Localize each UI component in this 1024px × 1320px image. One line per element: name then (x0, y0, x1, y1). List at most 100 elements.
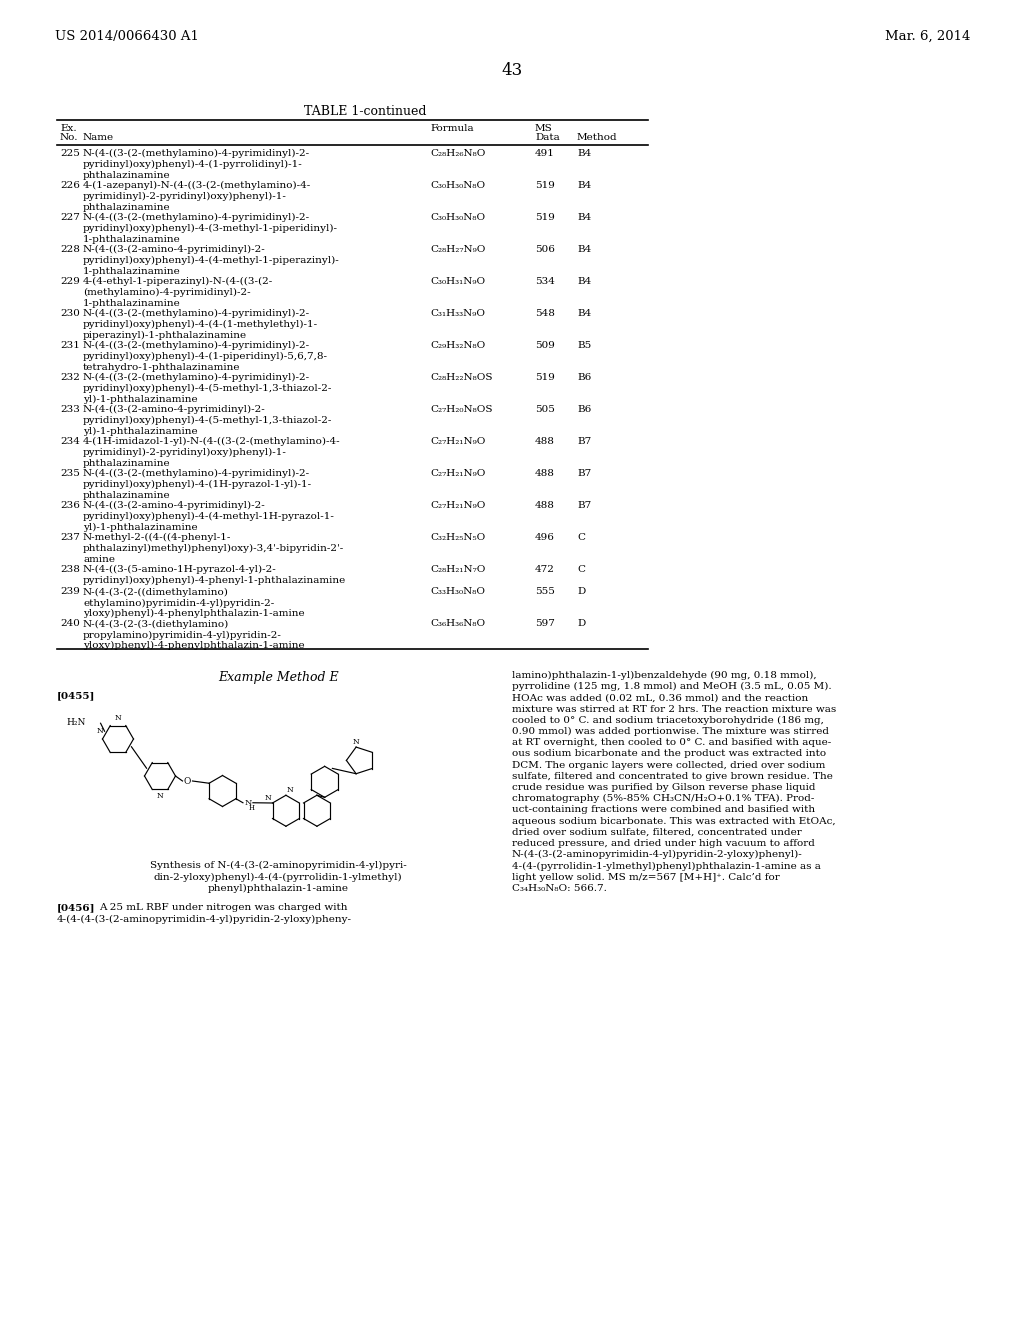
Text: 239: 239 (60, 587, 80, 597)
Text: C₃₁H₃₃N₉O: C₃₁H₃₃N₉O (430, 309, 485, 318)
Text: reduced pressure, and dried under high vacuum to afford: reduced pressure, and dried under high v… (512, 840, 815, 847)
Text: B4: B4 (577, 181, 591, 190)
Text: B5: B5 (577, 341, 591, 350)
Text: Synthesis of N-(4-(3-(2-aminopyrimidin-4-yl)pyri-: Synthesis of N-(4-(3-(2-aminopyrimidin-4… (150, 861, 407, 870)
Text: O: O (184, 776, 191, 785)
Text: B6: B6 (577, 374, 591, 381)
Text: No.: No. (60, 133, 79, 143)
Text: Mar. 6, 2014: Mar. 6, 2014 (885, 30, 970, 44)
Text: HOAc was added (0.02 mL, 0.36 mmol) and the reaction: HOAc was added (0.02 mL, 0.36 mmol) and … (512, 693, 808, 702)
Text: C₂₈H₂₁N₇O: C₂₈H₂₁N₇O (430, 565, 485, 574)
Text: B7: B7 (577, 437, 591, 446)
Text: aqueous sodium bicarbonate. This was extracted with EtOAc,: aqueous sodium bicarbonate. This was ext… (512, 817, 836, 825)
Text: dried over sodium sulfate, filtered, concentrated under: dried over sodium sulfate, filtered, con… (512, 828, 802, 837)
Text: 519: 519 (535, 374, 555, 381)
Text: B7: B7 (577, 469, 591, 478)
Text: [0456]: [0456] (57, 903, 95, 912)
Text: Formula: Formula (430, 124, 474, 133)
Text: C₂₇H₂₀N₈OS: C₂₇H₂₀N₈OS (430, 405, 493, 414)
Text: B4: B4 (577, 309, 591, 318)
Text: 235: 235 (60, 469, 80, 478)
Text: 234: 234 (60, 437, 80, 446)
Text: C: C (577, 533, 585, 543)
Text: C₂₇H₂₁N₉O: C₂₇H₂₁N₉O (430, 437, 485, 446)
Text: C: C (577, 565, 585, 574)
Text: 519: 519 (535, 213, 555, 222)
Text: N: N (352, 738, 359, 746)
Text: 4-(1H-imidazol-1-yl)-N-(4-((3-(2-(methylamino)-4-
pyrimidinyl)-2-pyridinyl)oxy)p: 4-(1H-imidazol-1-yl)-N-(4-((3-(2-(methyl… (83, 437, 341, 467)
Text: N-(4-((3-(2-(methylamino)-4-pyrimidinyl)-2-
pyridinyl)oxy)phenyl)-4-(5-methyl-1,: N-(4-((3-(2-(methylamino)-4-pyrimidinyl)… (83, 374, 333, 404)
Text: Example Method E: Example Method E (218, 671, 338, 684)
Text: 488: 488 (535, 469, 555, 478)
Text: C₂₇H₂₁N₉O: C₂₇H₂₁N₉O (430, 502, 485, 510)
Text: US 2014/0066430 A1: US 2014/0066430 A1 (55, 30, 199, 44)
Text: 548: 548 (535, 309, 555, 318)
Text: N: N (287, 787, 294, 795)
Text: H₂N: H₂N (67, 718, 86, 727)
Text: C₂₉H₃₂N₈O: C₂₉H₃₂N₈O (430, 341, 485, 350)
Text: Name: Name (83, 133, 114, 143)
Text: 4-(4-(pyrrolidin-1-ylmethyl)phenyl)phthalazin-1-amine as a: 4-(4-(pyrrolidin-1-ylmethyl)phenyl)phtha… (512, 862, 821, 870)
Text: A 25 mL RBF under nitrogen was charged with: A 25 mL RBF under nitrogen was charged w… (99, 903, 347, 912)
Text: N: N (115, 714, 122, 722)
Text: sulfate, filtered and concentrated to give brown residue. The: sulfate, filtered and concentrated to gi… (512, 772, 833, 781)
Text: chromatography (5%-85% CH₃CN/H₂O+0.1% TFA). Prod-: chromatography (5%-85% CH₃CN/H₂O+0.1% TF… (512, 795, 814, 804)
Text: 233: 233 (60, 405, 80, 414)
Text: Ex.: Ex. (60, 124, 77, 133)
Text: C₃₀H₃₀N₈O: C₃₀H₃₀N₈O (430, 181, 485, 190)
Text: 231: 231 (60, 341, 80, 350)
Text: uct-containing fractions were combined and basified with: uct-containing fractions were combined a… (512, 805, 815, 814)
Text: Method: Method (577, 133, 617, 143)
Text: N-(4-(3-(2-((dimethylamino)
ethylamino)pyrimidin-4-yl)pyridin-2-
yloxy)phenyl)-4: N-(4-(3-(2-((dimethylamino) ethylamino)p… (83, 587, 304, 619)
Text: 225: 225 (60, 149, 80, 158)
Text: B4: B4 (577, 213, 591, 222)
Text: 43: 43 (502, 62, 522, 79)
Text: H: H (249, 804, 255, 812)
Text: 4-(4-(4-(3-(2-aminopyrimidin-4-yl)pyridin-2-yloxy)pheny-: 4-(4-(4-(3-(2-aminopyrimidin-4-yl)pyridi… (57, 915, 352, 924)
Text: B4: B4 (577, 277, 591, 286)
Text: 230: 230 (60, 309, 80, 318)
Text: 488: 488 (535, 437, 555, 446)
Text: 4-(4-ethyl-1-piperazinyl)-N-(4-((3-(2-
(methylamino)-4-pyrimidinyl)-2-
1-phthala: 4-(4-ethyl-1-piperazinyl)-N-(4-((3-(2- (… (83, 277, 273, 308)
Text: C₂₇H₂₁N₉O: C₂₇H₂₁N₉O (430, 469, 485, 478)
Text: MS: MS (535, 124, 553, 133)
Text: N-(4-((3-(5-amino-1H-pyrazol-4-yl)-2-
pyridinyl)oxy)phenyl)-4-phenyl-1-phthalazi: N-(4-((3-(5-amino-1H-pyrazol-4-yl)-2- py… (83, 565, 346, 585)
Text: N-(4-((3-(2-(methylamino)-4-pyrimidinyl)-2-
pyridinyl)oxy)phenyl)-4-(4-(1-methyl: N-(4-((3-(2-(methylamino)-4-pyrimidinyl)… (83, 309, 318, 341)
Text: DCM. The organic layers were collected, dried over sodium: DCM. The organic layers were collected, … (512, 760, 825, 770)
Text: 496: 496 (535, 533, 555, 543)
Text: TABLE 1-continued: TABLE 1-continued (304, 106, 426, 117)
Text: din-2-yloxy)phenyl)-4-(4-(pyrrolidin-1-ylmethyl): din-2-yloxy)phenyl)-4-(4-(pyrrolidin-1-y… (154, 873, 402, 882)
Text: 240: 240 (60, 619, 80, 628)
Text: B6: B6 (577, 405, 591, 414)
Text: 4-(1-azepanyl)-N-(4-((3-(2-(methylamino)-4-
pyrimidinyl)-2-pyridinyl)oxy)phenyl): 4-(1-azepanyl)-N-(4-((3-(2-(methylamino)… (83, 181, 311, 211)
Text: C₂₈H₂₂N₈OS: C₂₈H₂₂N₈OS (430, 374, 493, 381)
Text: N-methyl-2-((4-((4-phenyl-1-
phthalazinyl)methyl)phenyl)oxy)-3,4'-bipyridin-2'-
: N-methyl-2-((4-((4-phenyl-1- phthalaziny… (83, 533, 344, 564)
Text: 228: 228 (60, 246, 80, 253)
Text: N: N (265, 795, 271, 803)
Text: 505: 505 (535, 405, 555, 414)
Text: C₃₃H₃₀N₈O: C₃₃H₃₀N₈O (430, 587, 485, 597)
Text: 534: 534 (535, 277, 555, 286)
Text: 597: 597 (535, 619, 555, 628)
Text: 488: 488 (535, 502, 555, 510)
Text: 509: 509 (535, 341, 555, 350)
Text: 506: 506 (535, 246, 555, 253)
Text: C₂₈H₂₆N₈O: C₂₈H₂₆N₈O (430, 149, 485, 158)
Text: N-(4-((3-(2-amino-4-pyrimidinyl)-2-
pyridinyl)oxy)phenyl)-4-(4-methyl-1H-pyrazol: N-(4-((3-(2-amino-4-pyrimidinyl)-2- pyri… (83, 502, 335, 532)
Text: 555: 555 (535, 587, 555, 597)
Text: B7: B7 (577, 502, 591, 510)
Text: phenyl)phthalazin-1-amine: phenyl)phthalazin-1-amine (208, 884, 348, 894)
Text: C₃₀H₃₀N₈O: C₃₀H₃₀N₈O (430, 213, 485, 222)
Text: C₂₈H₂₇N₉O: C₂₈H₂₇N₉O (430, 246, 485, 253)
Text: N: N (245, 799, 252, 807)
Text: pyrrolidine (125 mg, 1.8 mmol) and MeOH (3.5 mL, 0.05 M).: pyrrolidine (125 mg, 1.8 mmol) and MeOH … (512, 682, 831, 692)
Text: B4: B4 (577, 149, 591, 158)
Text: 472: 472 (535, 565, 555, 574)
Text: B4: B4 (577, 246, 591, 253)
Text: N-(4-((3-(2-amino-4-pyrimidinyl)-2-
pyridinyl)oxy)phenyl)-4-(5-methyl-1,3-thiazo: N-(4-((3-(2-amino-4-pyrimidinyl)-2- pyri… (83, 405, 333, 436)
Text: 238: 238 (60, 565, 80, 574)
Text: N-(4-((3-(2-(methylamino)-4-pyrimidinyl)-2-
pyridinyl)oxy)phenyl)-4-(1-pyrrolidi: N-(4-((3-(2-(methylamino)-4-pyrimidinyl)… (83, 149, 310, 180)
Text: light yellow solid. MS m/z=567 [M+H]⁺. Calc’d for: light yellow solid. MS m/z=567 [M+H]⁺. C… (512, 873, 779, 882)
Text: N: N (157, 792, 164, 800)
Text: N-(4-(3-(2-aminopyrimidin-4-yl)pyridin-2-yloxy)phenyl)-: N-(4-(3-(2-aminopyrimidin-4-yl)pyridin-2… (512, 850, 803, 859)
